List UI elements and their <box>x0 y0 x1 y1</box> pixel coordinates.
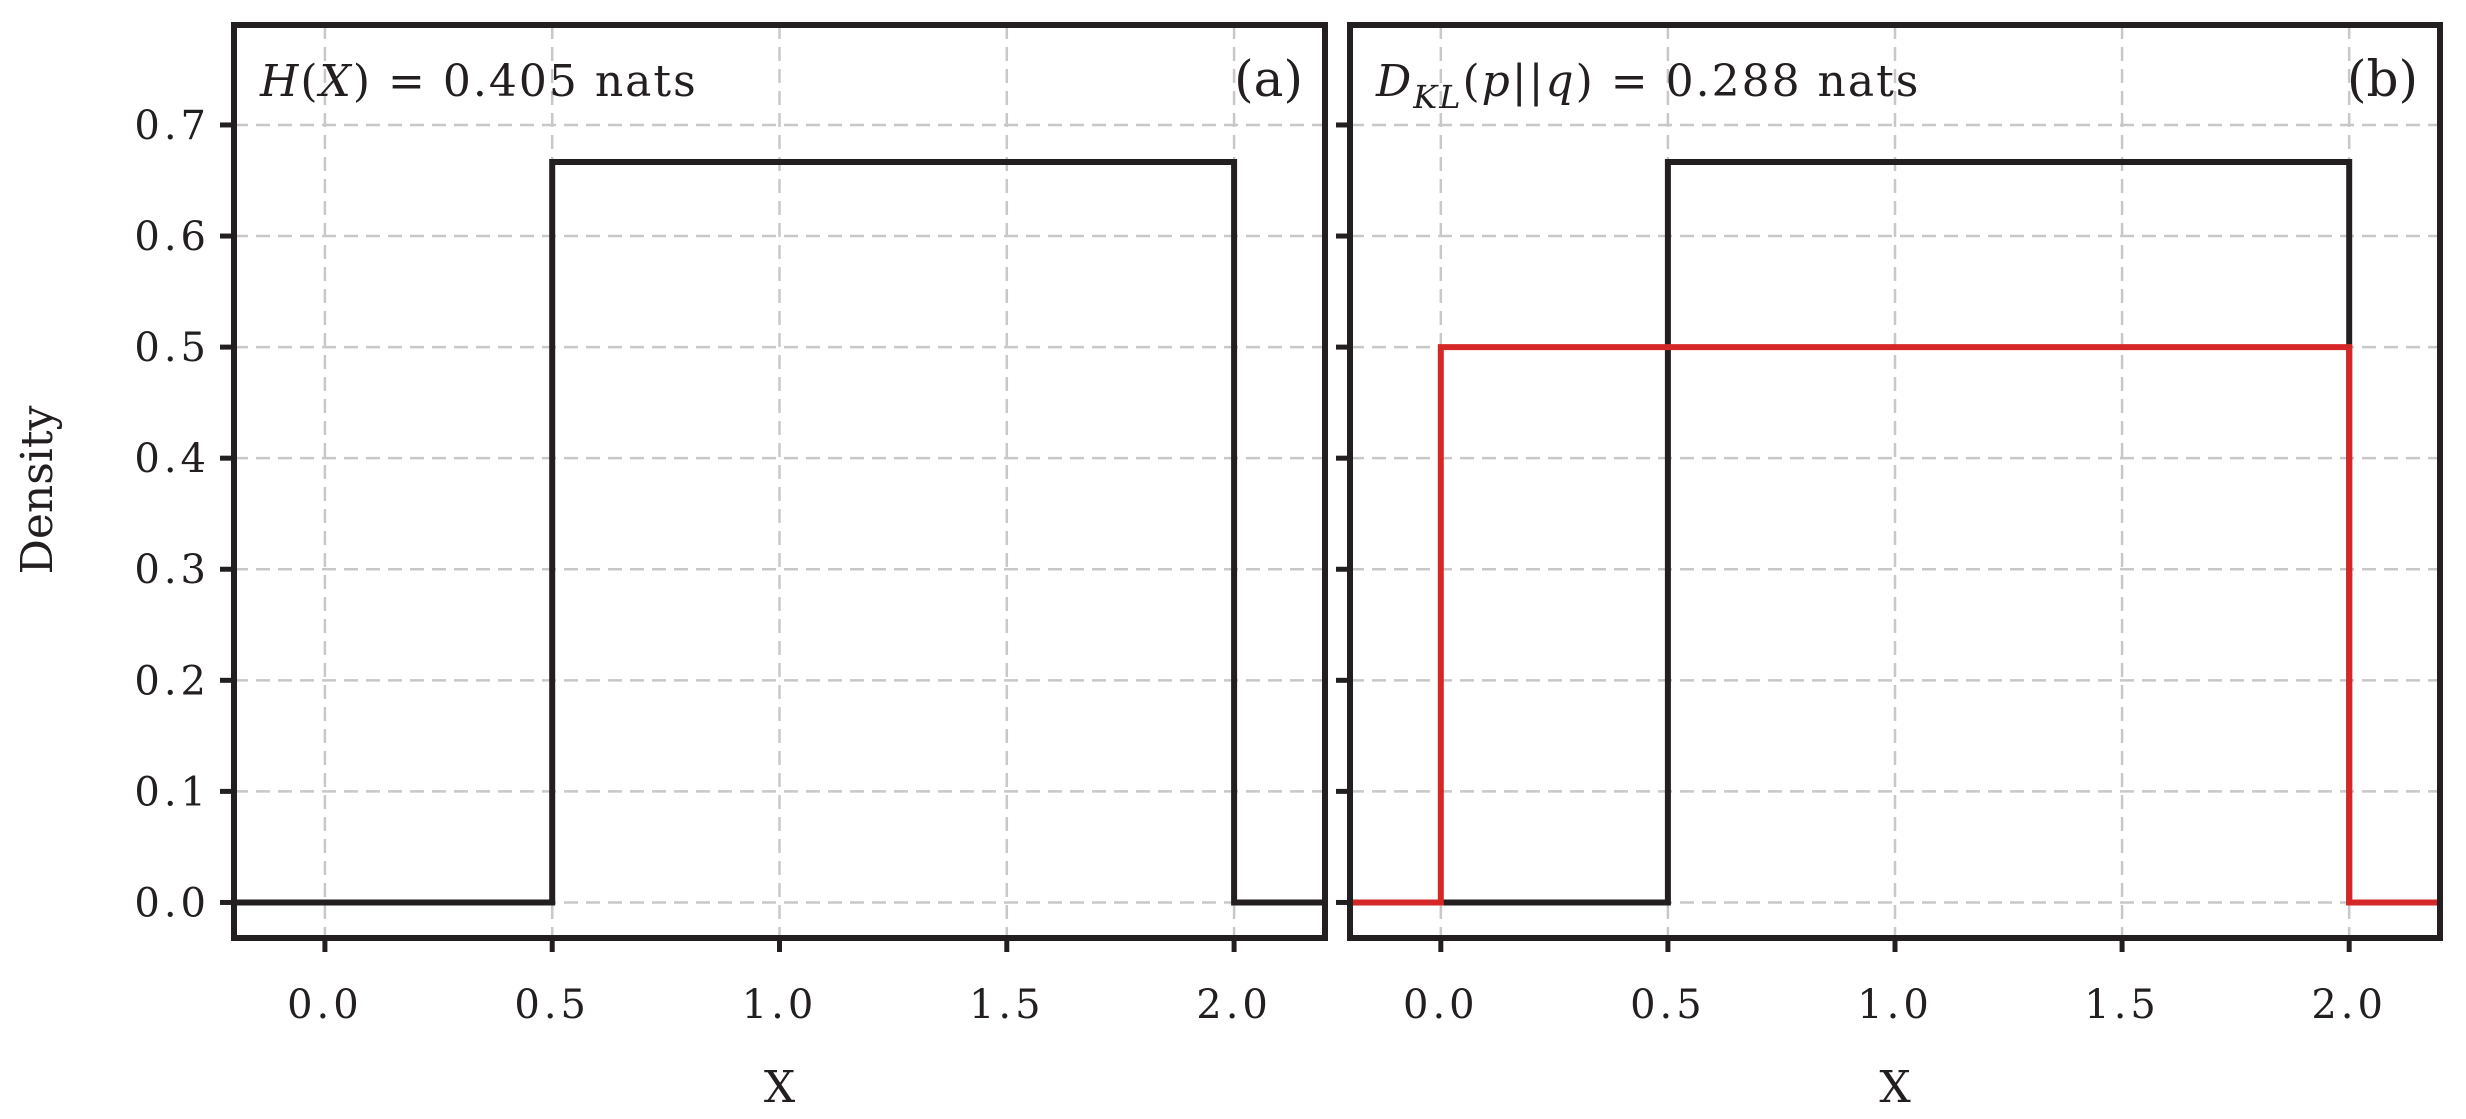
panel-a: 0.0 0.5 1.0 1.5 2.0 0.0 0.1 0.2 0.3 0.4 0.5 0.6 0.7 X… <box>134 22 1328 1113</box>
panel-b-annotation-arg: p||q <box>1482 56 1576 107</box>
panel-a-x-axis-label: X <box>764 1062 796 1113</box>
panel-b-xtick-label-3: 1.5 <box>2084 982 2160 1028</box>
panel-a-tag: (a) <box>1234 50 1303 108</box>
panel-b-annotation-open-paren: ( <box>1462 56 1481 107</box>
panel-b-xtick-label-1: 0.5 <box>1630 982 1706 1028</box>
panel-b-annotation-lhs: D <box>1375 56 1413 107</box>
y-axis-label: Density <box>12 405 63 574</box>
panel-a-xtick-label-2: 1.0 <box>742 982 818 1028</box>
panel-b-annotation-rest: ) = 0.288 nats <box>1576 56 1921 107</box>
panel-b-xtick-label-4: 2.0 <box>2311 982 2387 1028</box>
panel-a-ytick-label-5: 0.5 <box>134 325 210 371</box>
panel-b-annotation: DKL(p||q) = 0.288 nats <box>1375 56 1920 116</box>
panel-a-ytick-label-1: 0.1 <box>134 769 210 815</box>
panel-b: 0.0 0.5 1.0 1.5 2.0 X (b) DKL(p||q) = 0.288 nat… <box>1336 22 2443 1113</box>
panel-b-xtick-label-0: 0.0 <box>1403 982 1479 1028</box>
panel-a-xtick-label-1: 0.5 <box>514 982 590 1028</box>
panel-b-annotation-sub: KL <box>1412 78 1462 116</box>
panel-a-xtick-label-4: 2.0 <box>1196 982 1272 1028</box>
panel-a-annotation: H(X) = 0.405 nats <box>259 56 698 107</box>
panel-b-series-1-line <box>1350 344 2440 906</box>
panel-a-ytick-label-6: 0.6 <box>134 214 210 260</box>
panel-a-annotation-arg: X <box>317 56 353 107</box>
panel-b-tag: (b) <box>2347 50 2418 108</box>
panel-a-annotation-open-paren: ( <box>300 56 319 107</box>
panel-a-xtick-label-3: 1.5 <box>969 982 1045 1028</box>
panel-a-annotation-rest: ) = 0.405 nats <box>353 56 698 107</box>
panel-b-x-axis-label: X <box>1879 1062 1911 1113</box>
panel-a-xtick-label-0: 0.0 <box>287 982 363 1028</box>
panel-a-ytick-label-7: 0.7 <box>134 103 210 149</box>
panel-a-series-0-line <box>234 159 1325 906</box>
panel-a-ytick-label-0: 0.0 <box>134 880 210 926</box>
panel-a-annotation-lhs: H <box>259 56 300 107</box>
panel-a-ytick-label-3: 0.3 <box>134 547 210 593</box>
panel-a-ytick-label-2: 0.2 <box>134 658 210 704</box>
panel-b-xtick-label-2: 1.0 <box>1857 982 1933 1028</box>
panel-a-ytick-label-4: 0.4 <box>134 436 210 482</box>
